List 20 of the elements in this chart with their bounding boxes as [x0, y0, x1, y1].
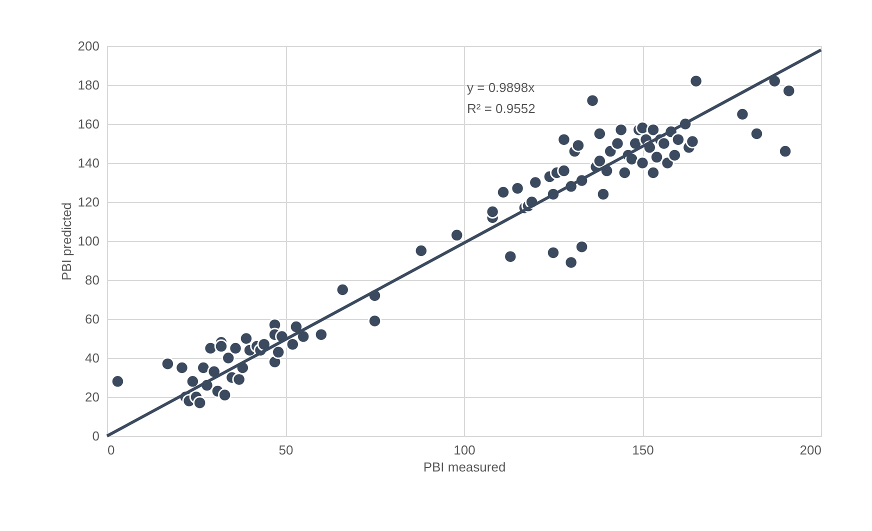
x-tick-label: 150 — [632, 442, 654, 458]
y-tick-label: 40 — [85, 350, 100, 366]
y-tick-label: 0 — [92, 428, 100, 444]
x-axis-title: PBI measured — [423, 460, 506, 474]
y-tick-label: 60 — [85, 312, 100, 326]
y-axis-title: PBI predicted — [58, 202, 74, 281]
y-tick-label: 180 — [78, 78, 100, 92]
y-tick-label: 200 — [78, 38, 100, 54]
y-tick-label: 80 — [85, 272, 100, 288]
y-tick-label: 20 — [85, 390, 100, 404]
x-tick-label: 50 — [278, 442, 294, 458]
x-tick-label: 100 — [454, 442, 476, 458]
y-tick-label: 160 — [78, 116, 100, 132]
y-tick-label: 100 — [78, 234, 100, 248]
x-tick-label: 0 — [108, 442, 115, 458]
x-tick-label: 200 — [800, 442, 822, 458]
annotation: R² = 0.9552 — [467, 101, 536, 116]
annotation: y = 0.9898x — [467, 80, 536, 95]
y-tick-label: 120 — [78, 194, 100, 210]
y-tick-label: 140 — [78, 156, 100, 170]
